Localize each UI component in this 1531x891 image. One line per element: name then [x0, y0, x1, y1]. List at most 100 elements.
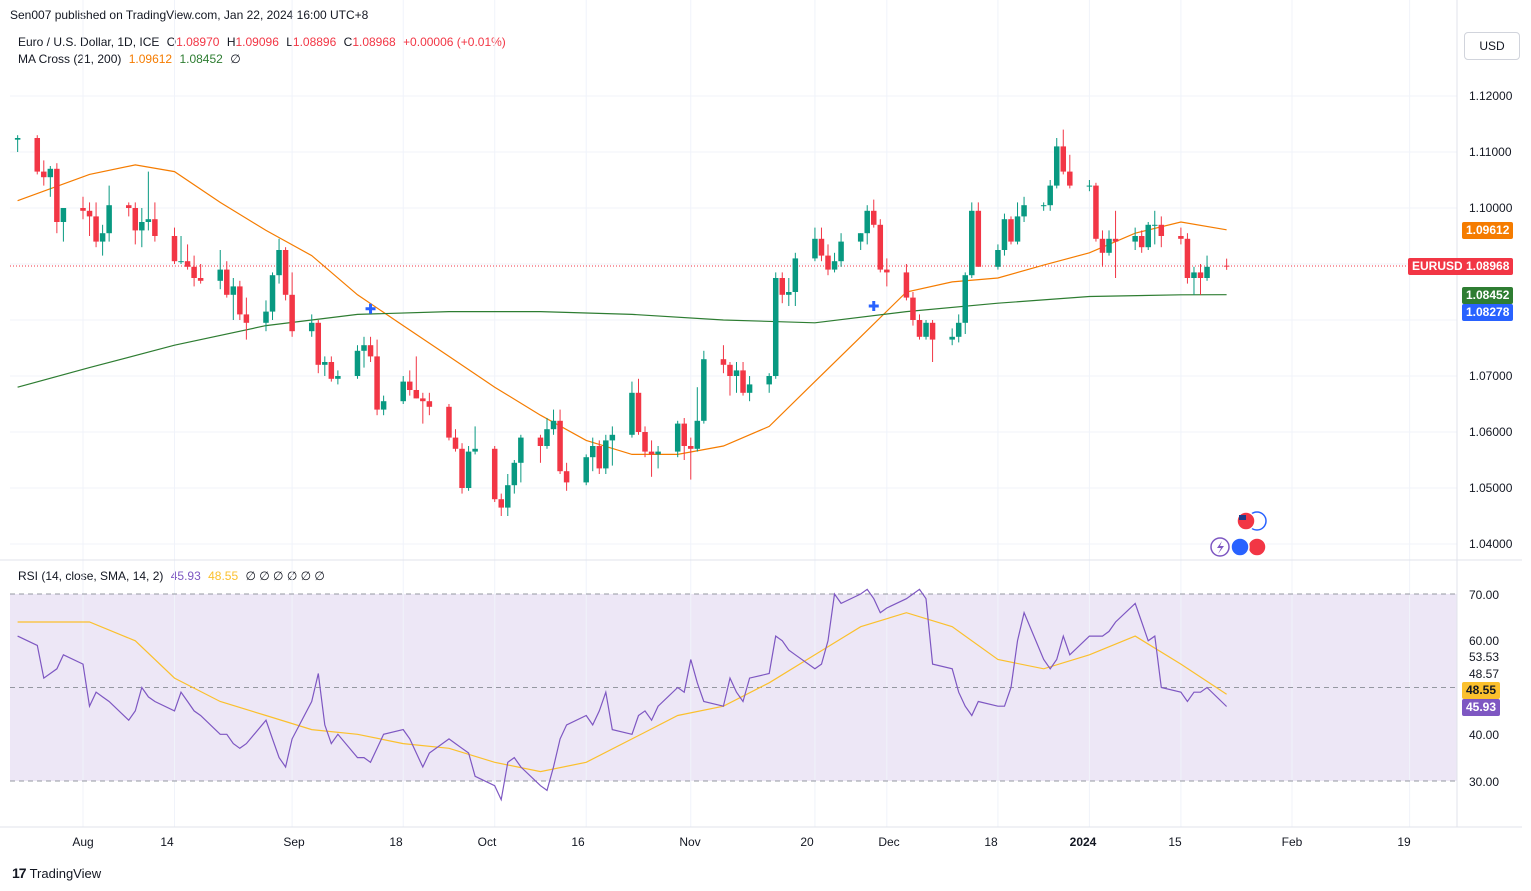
candle-body [949, 336, 955, 340]
x-tick-label: Nov [679, 835, 701, 849]
cross-marker [868, 301, 879, 311]
candle-body [80, 208, 86, 211]
candle-body [1067, 171, 1073, 186]
candle-body [674, 423, 681, 452]
candle-body [420, 398, 426, 402]
candle-body [289, 294, 295, 332]
event-icons[interactable] [1210, 511, 1267, 557]
candle-body [1099, 238, 1106, 253]
ma-title: MA Cross (21, 200) [18, 52, 122, 66]
rsi-lines [17, 588, 1228, 802]
last-price-tag: 1.08968 [1462, 258, 1514, 275]
candles [14, 129, 1230, 516]
candle-body [1191, 272, 1197, 278]
candle-body [1008, 219, 1014, 242]
candle-body [491, 448, 498, 500]
candle-body [884, 269, 890, 273]
candle-body [322, 362, 328, 365]
candle-body [1053, 146, 1060, 186]
us-flag-icon[interactable] [1236, 511, 1267, 531]
candle-body [975, 210, 982, 267]
low-value: L1.08896 [286, 35, 337, 49]
candle-body [465, 451, 472, 488]
candle-body [93, 216, 99, 242]
candle-body [145, 219, 152, 222]
change-value: +0.00006 (+0.01%) [403, 35, 506, 49]
candle-body [550, 420, 557, 430]
tradingview-logo[interactable]: 17 TradingView [12, 865, 101, 881]
ma-legend: MA Cross (21, 200) 1.09612 1.08452 ∅ [18, 52, 245, 66]
ma-line [17, 164, 1227, 455]
candle-body [1197, 272, 1204, 278]
candle-body [125, 205, 132, 208]
candle-body [498, 499, 504, 508]
y-tick-label: 1.04000 [1469, 537, 1513, 551]
candle-body [191, 266, 197, 278]
dividends-icon[interactable] [1210, 537, 1267, 557]
candle-body [237, 286, 243, 315]
rsi-empty-values: ∅ ∅ ∅ ∅ ∅ ∅ [245, 569, 325, 583]
candle-body [426, 401, 433, 407]
y-tick-label: 1.05000 [1469, 481, 1513, 495]
x-tick-label: 19 [1397, 835, 1411, 849]
cross-price-tag: 1.08278 [1462, 304, 1514, 321]
candle-body [955, 322, 962, 337]
candle-body [178, 261, 184, 263]
candle-body [328, 362, 335, 379]
candle-body [609, 434, 616, 441]
symbol-name-tag: EURUSD [1408, 258, 1467, 275]
candle-body [995, 250, 1001, 267]
candle-body [452, 437, 459, 449]
ma-empty-value: ∅ [230, 52, 241, 66]
candle-body [47, 168, 54, 178]
candle-body [152, 219, 158, 236]
currency-button[interactable]: USD [1464, 32, 1520, 60]
candle-body [197, 278, 204, 281]
x-tick-label: Oct [477, 835, 497, 849]
rsi-levels [10, 593, 1457, 782]
ma-line [17, 294, 1227, 388]
y-tick-label: 1.06000 [1469, 425, 1513, 439]
candle-body [655, 451, 661, 455]
candle-body [688, 446, 694, 449]
candle-body [720, 359, 727, 365]
candle-body [648, 451, 655, 455]
candle-body [400, 381, 406, 402]
rsi-tick-label: 40.00 [1469, 728, 1500, 742]
rsi-legend: RSI (14, close, SMA, 14, 2) 45.93 48.55 … [18, 569, 329, 583]
candle-body [694, 420, 701, 449]
candle-body [969, 210, 975, 276]
candle-body [335, 376, 341, 379]
tradingview-logo-text: TradingView [29, 865, 102, 881]
candle-body [910, 297, 916, 320]
candle-body [282, 250, 289, 295]
candle-body [557, 420, 563, 472]
x-tick-label: Feb [1281, 835, 1303, 849]
rsi-tick-label: 53.53 [1469, 650, 1500, 664]
rsi-price-tag: 45.93 [1462, 699, 1501, 716]
candle-body [701, 359, 707, 421]
candle-body [41, 171, 47, 178]
candle-body [792, 258, 799, 292]
candle-body [263, 311, 269, 323]
candle-body [276, 250, 282, 276]
candle-body [171, 236, 178, 262]
rsi-sma-value: 48.55 [208, 569, 239, 583]
candle-body [537, 437, 544, 446]
candle-body [446, 406, 452, 438]
candle-body [838, 241, 844, 262]
open-value: O1.08970 [166, 35, 220, 49]
candle-body [1047, 185, 1053, 206]
candle-body [184, 261, 191, 267]
candle-body [544, 429, 550, 446]
candle-body [505, 485, 511, 508]
tradingview-logo-icon: 17 [12, 865, 27, 881]
candle-body [1145, 224, 1151, 248]
candle-body [54, 168, 60, 222]
candle-body [929, 322, 936, 340]
candle-body [361, 345, 367, 351]
ma21-price-tag: 1.09612 [1462, 222, 1514, 239]
candle-body [34, 138, 41, 172]
rsi-tick-label: 30.00 [1469, 775, 1500, 789]
